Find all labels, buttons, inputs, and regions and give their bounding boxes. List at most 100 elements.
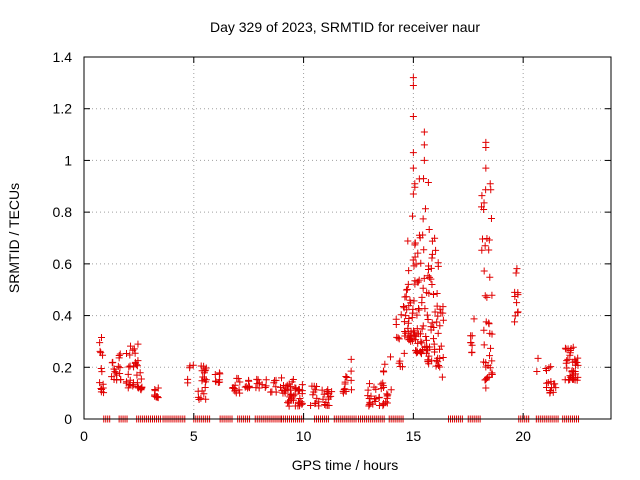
data-point (403, 306, 411, 314)
data-point (479, 235, 486, 243)
data-point (394, 334, 402, 342)
data-point (311, 399, 319, 407)
data-point (312, 386, 320, 394)
data-point (414, 249, 422, 257)
data-point (514, 291, 522, 299)
data-point (404, 237, 412, 245)
data-point (436, 322, 444, 330)
data-point (433, 318, 441, 326)
data-point (412, 260, 420, 268)
data-point (412, 347, 420, 355)
data-point (125, 363, 133, 371)
data-point (404, 280, 412, 288)
data-point (412, 336, 420, 344)
data-point (313, 394, 321, 402)
x-tick-label: 5 (190, 428, 198, 444)
data-point (400, 349, 408, 357)
data-point (288, 378, 296, 386)
data-point (262, 376, 270, 384)
data-point (482, 186, 490, 194)
data-point (514, 308, 522, 316)
data-point (470, 315, 478, 323)
data-point (429, 335, 437, 343)
data-point (236, 389, 244, 397)
x-tick-label: 0 (80, 428, 88, 444)
data-point (566, 349, 574, 357)
data-point (400, 318, 408, 326)
data-point (424, 179, 432, 187)
data-point (404, 319, 412, 327)
data-point (420, 274, 428, 282)
data-point (236, 378, 244, 386)
data-point (186, 364, 194, 372)
y-tick-labels: 0 0.2 0.4 0.6 0.8 1 1.2 1.4 (53, 49, 73, 427)
data-point (198, 387, 206, 395)
data-point (343, 374, 351, 382)
data-point (201, 383, 209, 391)
data-point (347, 367, 355, 375)
data-point (543, 379, 551, 387)
data-point (307, 402, 315, 410)
data-point (126, 376, 134, 384)
data-point (412, 332, 420, 340)
data-point (420, 156, 428, 164)
y-tick-label: 0.2 (53, 359, 73, 375)
data-point (347, 386, 355, 394)
data-point (122, 379, 130, 387)
data-point (409, 74, 417, 82)
data-point (533, 368, 541, 376)
data-point (397, 311, 405, 319)
data-point (427, 323, 435, 331)
data-point (422, 336, 430, 344)
data-point (424, 315, 432, 323)
data-point (195, 396, 203, 404)
data-point (387, 386, 395, 394)
data-point (108, 359, 116, 367)
y-tick-label: 1 (64, 152, 72, 168)
data-point (487, 344, 495, 352)
data-point (383, 394, 391, 402)
data-point (99, 380, 107, 388)
data-point (100, 389, 108, 397)
data-point (126, 351, 134, 359)
grid (84, 57, 611, 419)
data-point (439, 316, 447, 324)
data-point (116, 364, 124, 372)
data-point (415, 305, 423, 313)
data-point (366, 380, 374, 388)
data-point (201, 367, 209, 375)
data-point (404, 324, 412, 332)
data-point (433, 289, 441, 297)
data-point (341, 378, 349, 386)
data-point (482, 384, 490, 392)
data-point (324, 389, 332, 397)
x-tick-label: 15 (406, 428, 422, 444)
data-point (110, 365, 118, 373)
data-point (436, 363, 444, 371)
data-point (261, 383, 269, 391)
data-points (96, 74, 583, 423)
y-axis-label: SRMTID / TECUs (6, 183, 22, 293)
data-point (126, 362, 134, 370)
data-point (478, 246, 486, 254)
data-point (212, 377, 220, 385)
data-point (327, 392, 335, 400)
data-point (421, 305, 429, 313)
data-point (122, 349, 130, 357)
data-point (534, 354, 542, 362)
data-point (297, 398, 305, 406)
x-tick-label: 10 (296, 428, 312, 444)
data-point (347, 376, 355, 384)
data-point (430, 340, 438, 348)
data-point (417, 259, 425, 267)
data-point (402, 329, 410, 337)
data-point (437, 342, 445, 350)
y-tick-label: 1.2 (53, 101, 73, 117)
data-point (138, 384, 146, 392)
data-point (365, 395, 373, 403)
data-point (409, 149, 417, 157)
data-point (411, 253, 419, 261)
data-point (98, 334, 106, 342)
data-point (488, 357, 496, 365)
data-point (486, 352, 494, 360)
